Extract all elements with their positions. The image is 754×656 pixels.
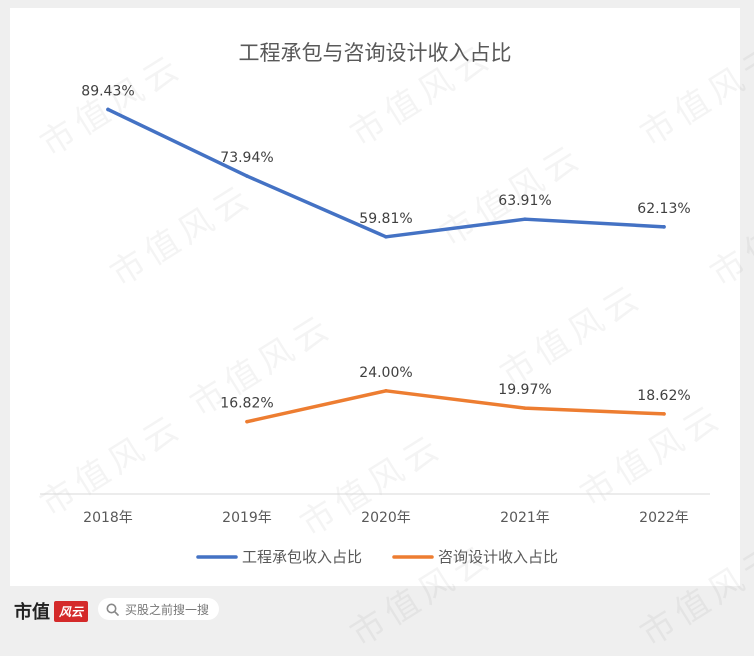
data-label: 62.13% — [637, 201, 690, 217]
x-tick-label: 2022年 — [639, 510, 689, 526]
series-line-2 — [245, 389, 666, 424]
x-tick-label: 2020年 — [361, 510, 411, 526]
footer-bar: 市值 风云 买股之前搜一搜 — [0, 590, 754, 635]
data-point — [523, 406, 527, 410]
data-point — [106, 107, 110, 112]
legend-label: 工程承包收入占比 — [242, 548, 362, 566]
data-point — [662, 225, 666, 229]
chart-card: 市值风云市值风云市值风云市值风云市值风云市值风云市值风云市值风云市值风云市值风云… — [10, 8, 754, 655]
data-point — [245, 419, 249, 424]
line-chart: 工程承包与咨询设计收入占比 2018年 2019年 2020年 2021年 2022年 89… — [40, 41, 710, 566]
x-tick-label: 2019年 — [222, 510, 272, 526]
data-point — [662, 412, 666, 416]
data-label: 73.94% — [220, 150, 273, 166]
data-point — [245, 174, 249, 178]
data-label: 19.97% — [498, 382, 551, 398]
data-label: 59.81% — [359, 211, 412, 227]
brand-logo: 市值 风云 — [14, 598, 89, 624]
x-tick-label: 2021年 — [500, 510, 550, 526]
x-tick-label: 2018年 — [83, 510, 133, 526]
data-label: 24.00% — [359, 365, 412, 381]
brand-name: 市值 — [14, 602, 50, 623]
data-label: 89.43% — [81, 83, 134, 99]
search-hint[interactable]: 买股之前搜一搜 — [98, 598, 220, 620]
chart-title: 工程承包与咨询设计收入占比 — [239, 41, 512, 65]
data-label: 16.82% — [220, 396, 273, 412]
search-hint-text: 买股之前搜一搜 — [125, 602, 210, 617]
search-icon — [106, 603, 119, 616]
data-point — [384, 235, 388, 239]
data-label: 63.91% — [498, 193, 551, 209]
legend-label: 咨询设计收入占比 — [438, 548, 558, 566]
brand-seal: 风云 — [54, 600, 89, 622]
data-point — [523, 217, 527, 221]
data-point — [384, 389, 388, 393]
data-label: 18.62% — [637, 388, 690, 404]
